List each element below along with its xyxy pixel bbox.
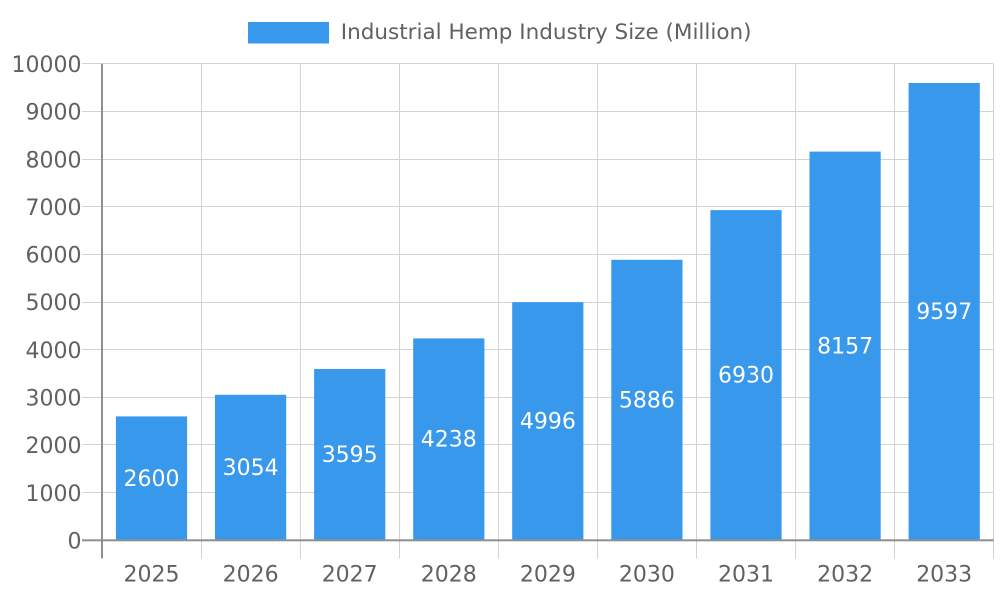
svg-text:2028: 2028 [421, 562, 477, 587]
svg-text:2031: 2031 [718, 562, 774, 587]
svg-text:6930: 6930 [718, 364, 774, 389]
svg-text:3000: 3000 [26, 387, 82, 412]
svg-text:3054: 3054 [223, 456, 279, 481]
svg-text:2029: 2029 [520, 562, 576, 587]
svg-text:0: 0 [68, 530, 82, 555]
svg-text:2032: 2032 [817, 562, 873, 587]
svg-text:4000: 4000 [26, 339, 82, 364]
svg-text:7000: 7000 [26, 196, 82, 221]
svg-text:8157: 8157 [817, 334, 873, 359]
svg-text:1000: 1000 [26, 482, 82, 507]
svg-text:3595: 3595 [322, 443, 378, 468]
svg-text:2027: 2027 [322, 562, 378, 587]
svg-text:9000: 9000 [26, 101, 82, 126]
svg-text:2000: 2000 [26, 434, 82, 459]
svg-text:2600: 2600 [124, 467, 180, 492]
svg-text:Industrial Hemp Industry Size: Industrial Hemp Industry Size (Million) [341, 20, 752, 45]
svg-text:10000: 10000 [12, 53, 82, 78]
svg-text:2030: 2030 [619, 562, 675, 587]
svg-text:4996: 4996 [520, 410, 576, 435]
svg-text:4238: 4238 [421, 428, 477, 453]
svg-text:2026: 2026 [223, 562, 279, 587]
svg-text:8000: 8000 [26, 148, 82, 173]
svg-text:2033: 2033 [916, 562, 972, 587]
svg-text:6000: 6000 [26, 244, 82, 269]
svg-text:5886: 5886 [619, 389, 675, 414]
svg-text:9597: 9597 [916, 300, 972, 325]
svg-text:5000: 5000 [26, 291, 82, 316]
svg-text:2025: 2025 [124, 562, 180, 587]
